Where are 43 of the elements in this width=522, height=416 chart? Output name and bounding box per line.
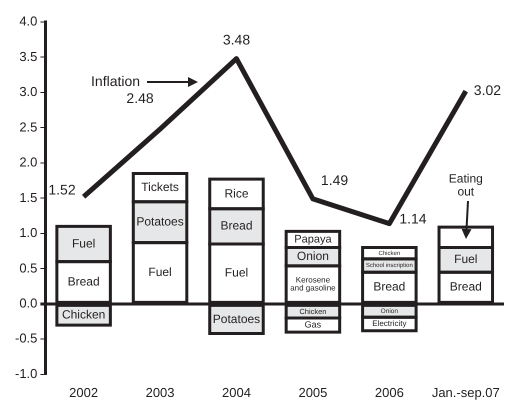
- y-tick-label: 3.0: [19, 84, 38, 100]
- legend-label: Inflation: [91, 73, 140, 90]
- data-label: Fuel: [72, 236, 96, 250]
- data-label: Chicken: [62, 308, 106, 322]
- data-label: 3.48: [222, 32, 250, 48]
- data-label: 1.52: [48, 182, 76, 198]
- data-label: Fuel: [148, 264, 172, 279]
- data-label: Bread: [373, 280, 406, 294]
- data-label: Rice: [224, 186, 249, 200]
- data-label: 1.14: [399, 210, 427, 226]
- annotation: Eating out: [448, 171, 483, 198]
- data-label: 2.48: [126, 90, 154, 106]
- data-label: Tickets: [141, 180, 179, 194]
- data-label: Fuel: [224, 266, 248, 280]
- x-tick-label: 2004: [222, 384, 251, 400]
- data-label: Potatoes: [212, 312, 260, 326]
- y-tick-label: 2.0: [19, 154, 38, 170]
- y-tick-label: -0.5: [14, 330, 38, 346]
- data-label: 1.49: [320, 172, 348, 188]
- y-tick-label: -1.0: [14, 366, 38, 381]
- x-tick-label: 2003: [146, 384, 175, 400]
- data-label: Onion: [296, 249, 329, 264]
- data-label: Fuel: [454, 252, 478, 266]
- y-tick-label: 1.0: [19, 225, 38, 240]
- data-label: Bread: [450, 280, 482, 294]
- x-tick-label: 2006: [374, 384, 404, 400]
- data-label: Bread: [68, 274, 100, 288]
- y-tick-label: 0.5: [19, 260, 38, 276]
- data-label: Gas: [304, 320, 322, 330]
- data-label: Electricity: [372, 319, 406, 328]
- data-label: Potatoes: [136, 214, 184, 228]
- data-label: Bread: [220, 218, 252, 233]
- y-tick-label: 3.5: [19, 48, 38, 64]
- data-label: Papaya: [294, 233, 332, 246]
- y-tick-label: 4.0: [19, 14, 38, 29]
- data-label: Kerosene and gasoline: [290, 275, 336, 292]
- data-label: 3.02: [474, 82, 502, 98]
- y-tick-label: 2.5: [19, 119, 38, 134]
- x-tick-label: 2002: [69, 384, 98, 400]
- y-tick-label: 1.5: [19, 190, 38, 205]
- y-tick-label: 0.0: [19, 296, 38, 310]
- x-tick-label: 2005: [298, 384, 328, 400]
- x-tick-label: Jan.-sep.07: [432, 384, 500, 400]
